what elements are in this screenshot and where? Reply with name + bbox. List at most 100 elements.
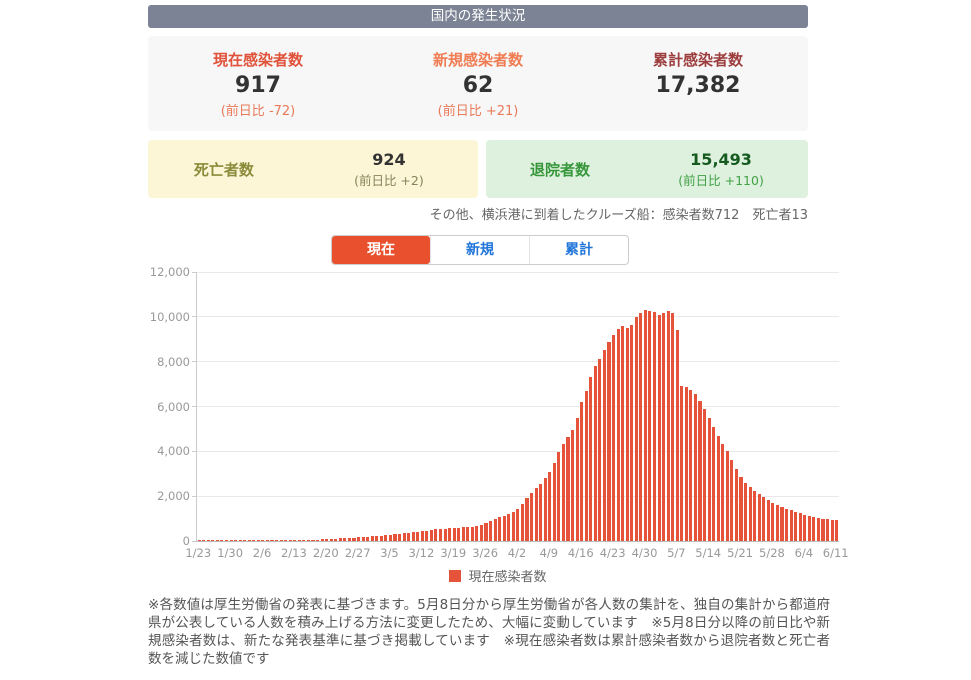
bar: [671, 313, 675, 541]
bar: [762, 497, 766, 541]
bar: [238, 540, 242, 541]
section-header: 国内の発生状況: [148, 5, 808, 28]
bar: [821, 518, 825, 541]
bar: [584, 390, 588, 541]
bar: [548, 471, 552, 541]
bar: [302, 540, 306, 541]
bar: [265, 540, 270, 541]
x-axis-tick-label: 1/23: [185, 546, 212, 560]
y-axis-tick-label: 0: [182, 534, 190, 548]
bar: [261, 540, 265, 541]
x-axis-tick-label: 4/2: [507, 546, 527, 560]
x-axis-tick-label: 2/20: [312, 546, 339, 560]
discharged-value: 15,493: [690, 149, 752, 169]
bar: [707, 417, 711, 541]
bar: [416, 531, 420, 541]
bar: [744, 482, 748, 541]
bar: [812, 517, 816, 541]
y-axis-tick-label: 8,000: [157, 354, 190, 369]
bar: [334, 538, 338, 541]
bar: [438, 529, 443, 541]
bar: [470, 526, 474, 541]
bar: [343, 538, 347, 541]
bar: [366, 536, 370, 541]
stat-current-delta: (前日比 -72): [220, 104, 296, 119]
chart-period-tabs: 現在 新規 累計: [331, 235, 629, 265]
bar: [780, 506, 784, 541]
bar: [502, 516, 506, 541]
bar: [520, 504, 524, 541]
x-axis-tick-label: 1/30: [217, 546, 244, 560]
bar: [771, 502, 775, 541]
bar: [511, 511, 515, 541]
bar: [630, 324, 634, 541]
chart-legend: 現在感染者数: [148, 566, 848, 585]
bar: [611, 334, 616, 541]
bar: [552, 462, 556, 541]
tab-cumulative[interactable]: 累計: [529, 236, 628, 264]
bar: [835, 520, 839, 541]
x-axis-tick-label: 5/28: [759, 546, 785, 560]
bar: [420, 531, 424, 541]
bar: [306, 539, 310, 541]
gridline: [197, 361, 839, 363]
gridline: [197, 406, 839, 407]
bar: [530, 492, 534, 541]
y-axis-labels: 0 2,000 4,000 6,000 8,000 10,000 12,000: [148, 265, 190, 548]
bar: [443, 528, 447, 541]
bar: [675, 330, 679, 541]
stat-new-delta: (前日比 +21): [437, 104, 519, 119]
bar: [256, 540, 260, 541]
bar: [534, 488, 538, 541]
bar: [539, 483, 543, 541]
stat-new: 新規感染者数 62 (前日比 +21): [368, 36, 588, 131]
y-axis-tick-label: 10,000: [149, 309, 190, 324]
bar: [270, 540, 274, 541]
tab-new[interactable]: 新規: [430, 236, 529, 264]
x-axis-tick-label: 3/5: [380, 546, 399, 560]
bar: [434, 529, 438, 541]
x-axis-tick-label: 4/16: [567, 546, 594, 560]
bar: [461, 527, 465, 541]
y-axis-tick-label: 12,000: [149, 265, 190, 279]
bar: [425, 530, 429, 541]
bar: [252, 540, 256, 541]
bar: [598, 359, 602, 541]
bar: [543, 478, 547, 541]
tab-current[interactable]: 現在: [332, 236, 430, 264]
bar: [347, 537, 351, 541]
bar: [643, 310, 647, 541]
bar: [739, 477, 743, 541]
x-axis-tick-label: 4/30: [631, 546, 658, 560]
stat-current-value: 917: [235, 73, 281, 98]
infection-stats-card: 現在感染者数 917 (前日比 -72) 新規感染者数 62 (前日比 +21)…: [148, 36, 808, 131]
bar: [316, 539, 320, 541]
y-axis-tick-label: 4,000: [157, 444, 190, 459]
gridline: [197, 316, 839, 318]
stat-cumulative-delta: [588, 100, 808, 116]
y-axis-tick: [192, 316, 197, 318]
stat-cumulative: 累計感染者数 17,382: [588, 36, 808, 131]
bar: [803, 515, 807, 541]
bar: [375, 535, 379, 541]
cruise-ship-note: その他、横浜港に到着したクルーズ船：感染者数712 死亡者13: [429, 208, 808, 223]
bar: [639, 313, 643, 541]
section-header-title: 国内の発生状況: [430, 8, 526, 24]
bar: [452, 528, 456, 541]
bar: [507, 514, 511, 541]
bar: [607, 341, 611, 541]
bar: [498, 517, 502, 541]
bar: [311, 539, 315, 541]
bar: [229, 540, 233, 541]
bar: [621, 325, 625, 541]
bar: [466, 527, 470, 541]
bar: [448, 528, 452, 541]
bar: [666, 311, 670, 541]
bar: [575, 417, 579, 541]
bar: [384, 535, 388, 541]
active-cases-bar-chart: 0 2,000 4,000 6,000 8,000 10,000 12,000 1/23 1/…: [148, 265, 849, 565]
bar: [397, 533, 402, 541]
bar: [689, 389, 693, 541]
x-axis-tick-label: 2/13: [280, 546, 307, 560]
bar: [716, 435, 720, 541]
